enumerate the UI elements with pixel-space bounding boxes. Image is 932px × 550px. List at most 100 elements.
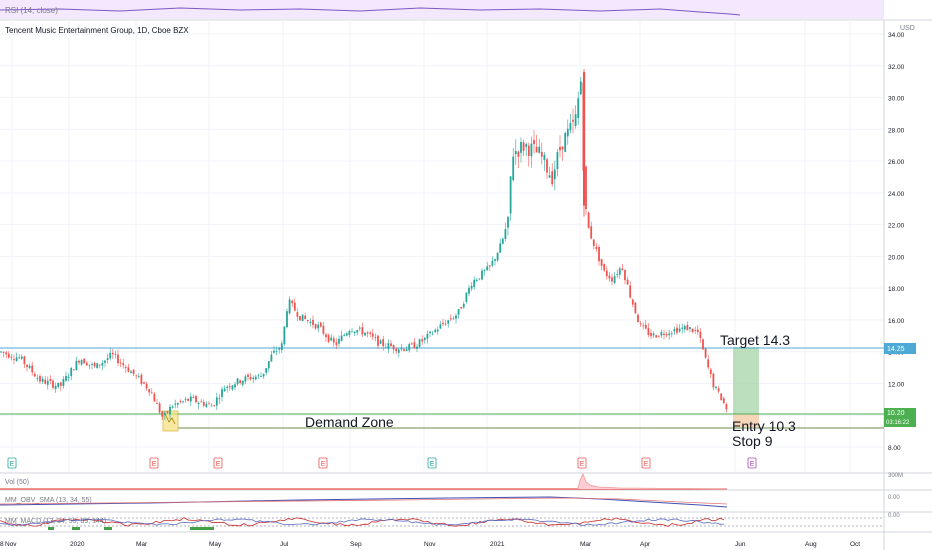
time-tick-label: 2020 bbox=[70, 541, 85, 548]
candle bbox=[249, 373, 252, 381]
candle bbox=[431, 330, 434, 336]
time-tick-label: Oct bbox=[850, 541, 860, 548]
candle bbox=[228, 382, 231, 391]
demand-zone-mark bbox=[164, 413, 176, 425]
svg-text:03:16:22: 03:16:22 bbox=[886, 420, 910, 426]
candle bbox=[18, 354, 21, 360]
candle bbox=[533, 130, 535, 154]
candle bbox=[166, 410, 169, 414]
price-tick-label: 28.00 bbox=[888, 127, 905, 134]
candle bbox=[551, 163, 554, 187]
candle bbox=[572, 108, 574, 134]
candle bbox=[83, 358, 86, 364]
candle bbox=[39, 373, 41, 385]
candle bbox=[70, 366, 73, 381]
candle bbox=[410, 342, 413, 346]
stop-annotation: Stop 9 bbox=[732, 433, 773, 449]
candle bbox=[221, 386, 223, 402]
candle bbox=[504, 222, 507, 242]
candle bbox=[691, 328, 694, 334]
candle bbox=[613, 272, 616, 285]
candle bbox=[135, 374, 138, 380]
earnings-marker[interactable]: E bbox=[149, 457, 159, 469]
candle bbox=[239, 379, 242, 385]
candle bbox=[577, 91, 580, 125]
candle bbox=[509, 176, 512, 221]
obv-label: MM_OBV_SMA (13, 34, 55) bbox=[5, 497, 92, 504]
earnings-marker[interactable]: E bbox=[641, 457, 651, 469]
macd-panel: MM_MACD (13, 34, 55, 89, 144) 0.00 bbox=[0, 513, 900, 530]
candle bbox=[67, 373, 70, 382]
time-tick-label: May bbox=[209, 541, 222, 548]
candle bbox=[7, 351, 10, 359]
candle bbox=[434, 328, 437, 333]
candle bbox=[163, 410, 166, 420]
candle bbox=[725, 402, 728, 413]
candle bbox=[371, 328, 374, 341]
candle bbox=[361, 322, 364, 337]
candle bbox=[275, 346, 278, 356]
candle bbox=[98, 364, 101, 369]
candle bbox=[668, 329, 671, 340]
candle bbox=[548, 166, 551, 178]
candle bbox=[325, 332, 327, 342]
candle bbox=[356, 329, 359, 336]
earnings-marker[interactable]: E bbox=[577, 457, 587, 469]
candle bbox=[699, 328, 702, 343]
candle bbox=[447, 319, 450, 328]
candle bbox=[647, 322, 650, 338]
candle bbox=[171, 404, 174, 409]
candle bbox=[665, 331, 668, 338]
candle bbox=[241, 380, 244, 387]
candle bbox=[93, 361, 96, 369]
price-tick-label: 22.00 bbox=[888, 223, 905, 230]
earnings-marker[interactable]: E bbox=[747, 457, 757, 469]
candle bbox=[213, 404, 216, 407]
candle bbox=[161, 410, 164, 420]
candle bbox=[111, 348, 114, 359]
candle bbox=[312, 315, 314, 329]
svg-text:E: E bbox=[644, 461, 649, 468]
candle bbox=[91, 362, 93, 370]
earnings-marker[interactable]: E bbox=[7, 457, 17, 469]
candle bbox=[670, 331, 673, 338]
candle bbox=[696, 324, 699, 335]
candle bbox=[44, 375, 47, 385]
candle bbox=[364, 332, 366, 337]
candle bbox=[314, 323, 317, 331]
candle bbox=[72, 368, 75, 371]
candle bbox=[59, 381, 62, 391]
candle bbox=[101, 360, 104, 371]
candle bbox=[470, 282, 473, 292]
candle bbox=[309, 318, 312, 327]
candle bbox=[546, 157, 548, 179]
price-tick-label: 30.00 bbox=[888, 96, 905, 103]
candle bbox=[392, 344, 395, 354]
candle bbox=[20, 354, 23, 361]
time-axis[interactable]: Nov 2020 Mar May Jul Sep Nov 2021 Mar Apr Jun Aug Oc… bbox=[0, 541, 860, 548]
candle bbox=[499, 238, 502, 253]
earnings-marker[interactable]: E bbox=[318, 457, 328, 469]
candle bbox=[291, 299, 294, 307]
candle bbox=[605, 266, 608, 280]
candle bbox=[109, 348, 112, 361]
candle bbox=[119, 358, 122, 368]
candle bbox=[478, 278, 481, 281]
candle bbox=[655, 334, 658, 338]
rsi-line bbox=[0, 7, 741, 16]
candle bbox=[403, 348, 405, 352]
candle bbox=[65, 371, 67, 383]
candle bbox=[187, 398, 190, 402]
candle bbox=[405, 346, 408, 352]
time-tick-label: Nov bbox=[5, 541, 17, 548]
svg-text:14.25: 14.25 bbox=[887, 346, 905, 353]
earnings-marker[interactable]: E bbox=[213, 457, 223, 469]
candle bbox=[707, 355, 710, 370]
earnings-marker[interactable]: E bbox=[427, 457, 437, 469]
candle bbox=[387, 339, 390, 353]
candle bbox=[390, 340, 392, 347]
price-tag-1425: 14.25 bbox=[884, 343, 916, 354]
candle bbox=[78, 359, 80, 366]
